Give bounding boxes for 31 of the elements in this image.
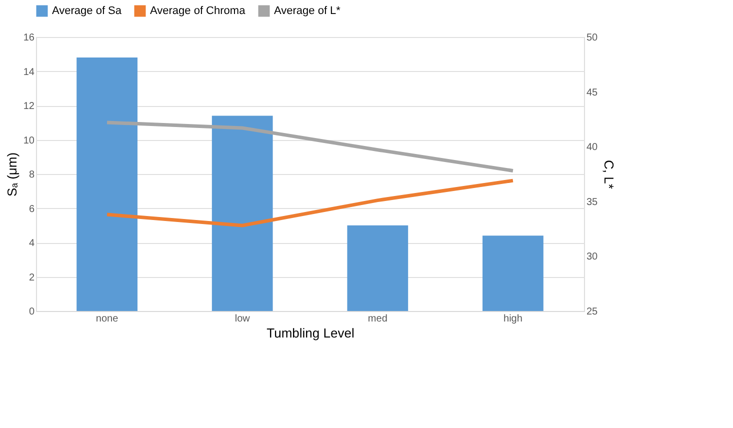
x-tick-label: high (504, 314, 522, 324)
x-tick-label: med (368, 314, 388, 324)
x-tick-label: none (96, 314, 119, 324)
y-tick-label: 10 (23, 135, 35, 146)
y-tick-label: 4 (28, 238, 35, 249)
bar (482, 236, 544, 311)
legend-label: Average of Sa (52, 5, 122, 17)
bar (76, 58, 138, 311)
bar (212, 116, 273, 311)
line-series (105, 178, 515, 228)
y2-tick-label: 45 (586, 87, 598, 98)
y-tick-label: 14 (23, 66, 35, 78)
legend-label: Average of Chroma (150, 5, 246, 17)
y-axis-title: Sₐ (μm) (4, 152, 20, 197)
line-series (105, 120, 515, 172)
y-tick-label: 16 (23, 32, 35, 44)
y2-tick-label: 30 (586, 252, 598, 263)
legend-label: Average of L* (274, 5, 342, 17)
y2-tick-label: 40 (586, 142, 598, 154)
y-tick-label: 0 (28, 306, 35, 318)
y2-tick-label: 25 (586, 306, 598, 318)
y2-tick-label: 50 (586, 32, 598, 44)
y2-axis-title: C, L* (602, 160, 617, 189)
y-tick-label: 6 (28, 204, 35, 215)
y2-tick-label: 35 (586, 196, 598, 208)
y-tick-label: 12 (23, 101, 35, 112)
y-tick-label: 2 (28, 272, 35, 284)
bar (347, 225, 408, 311)
y-tick-label: 8 (28, 170, 35, 180)
x-tick-label: low (234, 314, 251, 324)
x-axis-title: Tumbling Level (266, 326, 354, 340)
